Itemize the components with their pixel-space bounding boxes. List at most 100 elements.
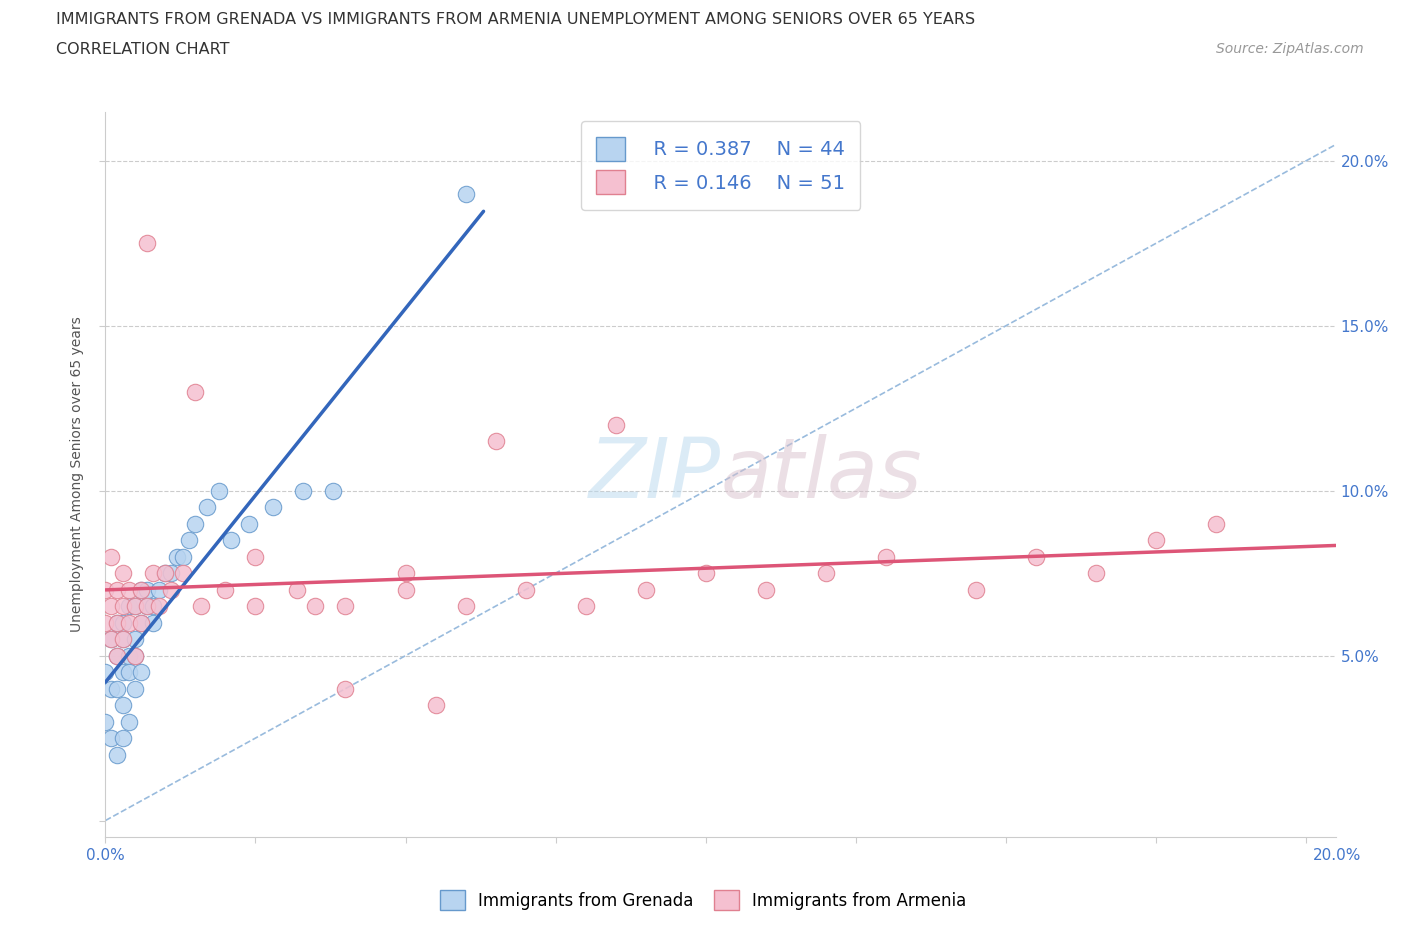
Point — [1084, 565, 1107, 580]
Legend: Immigrants from Grenada, Immigrants from Armenia: Immigrants from Grenada, Immigrants from… — [433, 884, 973, 917]
Point — [1144, 533, 1167, 548]
Point — [245, 550, 267, 565]
Point — [118, 648, 141, 663]
Point — [124, 648, 146, 663]
Point — [394, 565, 416, 580]
Point — [394, 582, 416, 597]
Point — [100, 631, 122, 646]
Point — [160, 582, 183, 597]
Point — [112, 565, 135, 580]
Point — [574, 599, 596, 614]
Point — [107, 648, 129, 663]
Text: ZIP: ZIP — [589, 433, 721, 515]
Point — [172, 565, 194, 580]
Point — [107, 616, 129, 631]
Point — [124, 631, 146, 646]
Point — [118, 714, 141, 729]
Point — [184, 516, 207, 531]
Point — [814, 565, 837, 580]
Point — [112, 731, 135, 746]
Point — [208, 484, 231, 498]
Point — [634, 582, 657, 597]
Point — [100, 631, 122, 646]
Point — [131, 616, 153, 631]
Point — [605, 418, 627, 432]
Point — [263, 499, 285, 514]
Legend:   R = 0.387    N = 44,   R = 0.146    N = 51: R = 0.387 N = 44, R = 0.146 N = 51 — [581, 121, 860, 209]
Point — [100, 681, 122, 696]
Point — [148, 582, 170, 597]
Point — [695, 565, 717, 580]
Point — [287, 582, 309, 597]
Point — [454, 187, 477, 202]
Point — [155, 565, 177, 580]
Point — [1205, 516, 1227, 531]
Point — [292, 484, 315, 498]
Point — [304, 599, 326, 614]
Point — [166, 550, 188, 565]
Point — [214, 582, 236, 597]
Y-axis label: Unemployment Among Seniors over 65 years: Unemployment Among Seniors over 65 years — [70, 316, 84, 632]
Point — [136, 582, 159, 597]
Point — [142, 616, 165, 631]
Point — [322, 484, 344, 498]
Text: CORRELATION CHART: CORRELATION CHART — [56, 42, 229, 57]
Point — [148, 599, 170, 614]
Point — [1025, 550, 1047, 565]
Point — [124, 599, 146, 614]
Point — [197, 499, 219, 514]
Text: Source: ZipAtlas.com: Source: ZipAtlas.com — [1216, 42, 1364, 56]
Point — [118, 616, 141, 631]
Point — [94, 714, 117, 729]
Point — [425, 698, 447, 712]
Point — [142, 565, 165, 580]
Point — [124, 599, 146, 614]
Point — [454, 599, 477, 614]
Point — [136, 599, 159, 614]
Text: 20.0%: 20.0% — [1313, 848, 1361, 863]
Point — [107, 648, 129, 663]
Point — [190, 599, 212, 614]
Point — [136, 599, 159, 614]
Point — [100, 550, 122, 565]
Point — [118, 665, 141, 680]
Point — [112, 616, 135, 631]
Point — [107, 582, 129, 597]
Point — [131, 616, 153, 631]
Point — [965, 582, 987, 597]
Point — [875, 550, 897, 565]
Point — [155, 565, 177, 580]
Text: 0.0%: 0.0% — [86, 848, 125, 863]
Point — [221, 533, 243, 548]
Point — [112, 698, 135, 712]
Point — [107, 681, 129, 696]
Point — [142, 599, 165, 614]
Point — [100, 731, 122, 746]
Point — [131, 582, 153, 597]
Point — [131, 665, 153, 680]
Point — [112, 665, 135, 680]
Point — [136, 236, 159, 251]
Point — [94, 665, 117, 680]
Point — [118, 599, 141, 614]
Text: atlas: atlas — [721, 433, 922, 515]
Point — [245, 599, 267, 614]
Point — [160, 565, 183, 580]
Point — [484, 434, 506, 449]
Point — [131, 582, 153, 597]
Point — [124, 681, 146, 696]
Point — [107, 747, 129, 762]
Point — [335, 681, 357, 696]
Point — [107, 616, 129, 631]
Point — [94, 616, 117, 631]
Point — [124, 648, 146, 663]
Point — [515, 582, 537, 597]
Point — [118, 582, 141, 597]
Point — [94, 582, 117, 597]
Point — [755, 582, 778, 597]
Point — [112, 631, 135, 646]
Point — [112, 631, 135, 646]
Point — [112, 599, 135, 614]
Point — [184, 384, 207, 399]
Point — [335, 599, 357, 614]
